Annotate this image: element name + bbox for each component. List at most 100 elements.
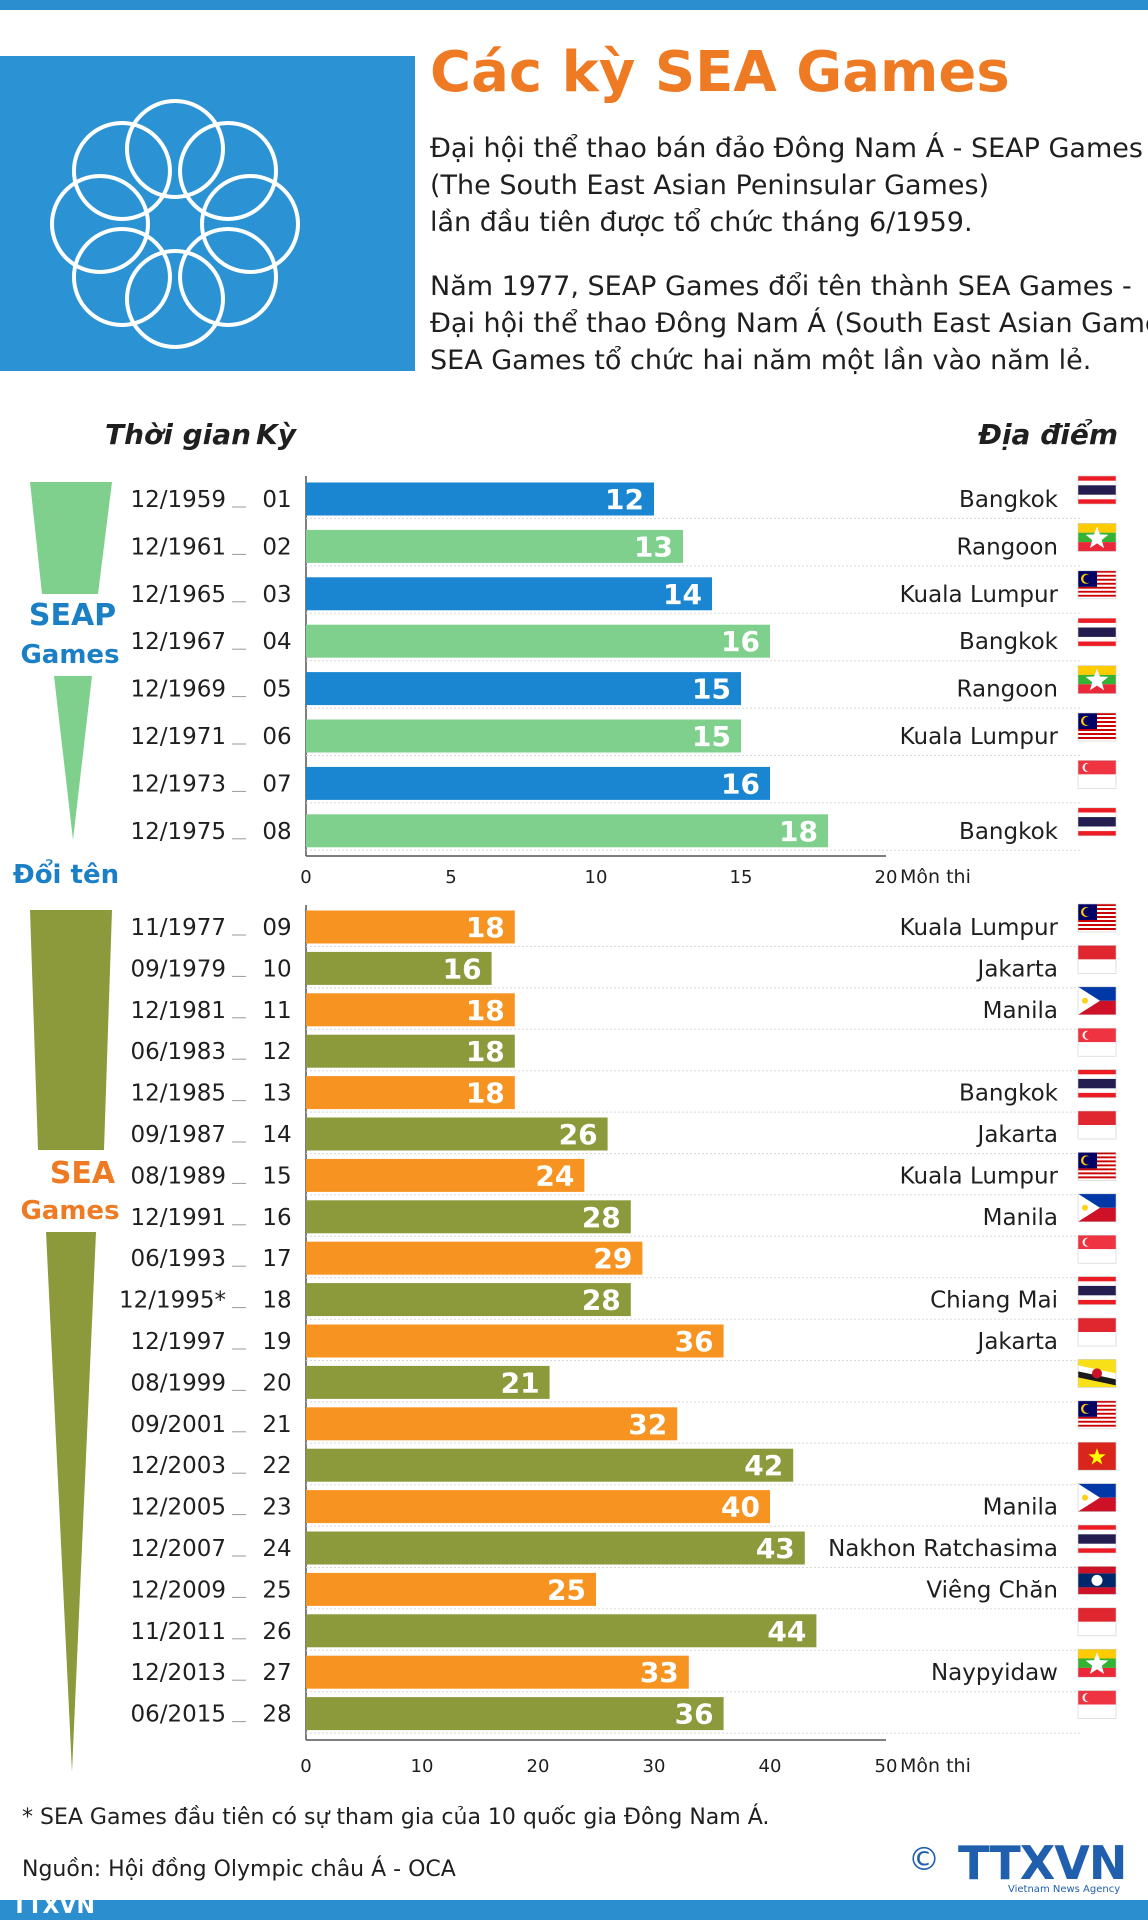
ttxvn-logo: TTXVN	[958, 1836, 1127, 1890]
malaysia-flag-icon	[1077, 570, 1117, 600]
date-label: 12/2005	[130, 1495, 226, 1521]
x-tick-label: 10	[585, 867, 608, 888]
bar	[306, 529, 683, 563]
bar	[306, 672, 741, 706]
edition-label: 16	[262, 1205, 291, 1231]
logo-ring	[200, 174, 300, 274]
philippines-flag-icon	[1077, 986, 1117, 1016]
laos-flag-icon	[1077, 1566, 1117, 1595]
seap-funnel-top	[30, 482, 112, 594]
malaysia-flag-icon	[1077, 903, 1117, 933]
date-label: 12/1985	[130, 1081, 226, 1107]
page-title: Các kỳ SEA Games	[430, 40, 1010, 105]
logo-ring	[178, 120, 279, 221]
bar	[306, 1572, 596, 1606]
bar	[306, 482, 654, 516]
thailand-flag-icon	[1077, 475, 1117, 505]
bar-value-label: 16	[721, 625, 760, 658]
sea-funnel-bottom	[46, 1232, 96, 1772]
bar-value-label: 43	[756, 1532, 795, 1565]
bar-value-label: 18	[466, 994, 505, 1027]
bar-value-label: 25	[547, 1573, 586, 1606]
malaysia-flag-icon	[1077, 1400, 1117, 1430]
bar	[306, 577, 712, 611]
copyright-icon: ©	[908, 1840, 940, 1878]
bar	[306, 910, 515, 944]
bar-value-label: 18	[466, 911, 505, 944]
date-label: 12/1991	[130, 1205, 226, 1231]
singapore-flag-icon	[1077, 1234, 1117, 1264]
edition-label: 10	[262, 956, 291, 982]
date-label: 12/2003	[130, 1453, 226, 1479]
singapore-flag-icon	[1077, 1027, 1117, 1057]
bar	[306, 1200, 631, 1234]
malaysia-flag-icon	[1077, 1152, 1117, 1181]
bar-value-label: 32	[628, 1408, 667, 1441]
intro-paragraph-1: Đại hội thể thao bán đảo Đông Nam Á - SE…	[430, 130, 1143, 241]
venue-label: Bangkok	[959, 819, 1059, 845]
singapore-flag-icon	[1077, 1690, 1117, 1719]
bottom-brand-mark: TTXVN	[12, 1894, 95, 1919]
bar-value-label: 18	[466, 1035, 505, 1068]
date-label: 12/1967	[130, 629, 226, 655]
venue-label: Jakarta	[976, 1122, 1058, 1148]
bar-value-label: 14	[663, 578, 702, 611]
edition-label: 20	[262, 1370, 291, 1396]
logo-ring	[71, 227, 172, 328]
logo-ring	[125, 99, 225, 199]
venue-label: Manila	[983, 1205, 1058, 1231]
thailand-flag-icon	[1077, 617, 1117, 647]
bar	[306, 993, 515, 1027]
bar	[306, 1076, 515, 1110]
edition-label: 11	[262, 998, 291, 1024]
footnote: * SEA Games đầu tiên có sự tham gia của …	[22, 1805, 770, 1830]
edition-label: 27	[262, 1660, 291, 1686]
venue-label: Jakarta	[976, 956, 1058, 982]
ttxvn-logo-subtitle: Vietnam News Agency	[1008, 1884, 1121, 1895]
bar	[306, 1117, 608, 1151]
date-label: 12/1981	[130, 998, 226, 1024]
edition-label: 13	[262, 1081, 291, 1107]
bar	[306, 951, 492, 985]
logo-ring	[125, 249, 225, 349]
philippines-flag-icon	[1077, 1483, 1117, 1512]
date-label: 06/1993	[130, 1246, 226, 1272]
bar-value-label: 16	[721, 767, 760, 800]
edition-label: 17	[262, 1246, 291, 1272]
edition-label: 08	[262, 819, 291, 845]
x-tick-label: 10	[411, 1756, 434, 1777]
x-tick-label: 0	[300, 867, 311, 888]
date-label: 12/1961	[130, 534, 226, 560]
bar	[306, 1283, 631, 1317]
date-label: 11/1977	[130, 915, 226, 941]
bar	[306, 1697, 724, 1731]
intro-line: lần đầu tiên được tổ chức tháng 6/1959.	[430, 207, 973, 238]
bar-value-label: 44	[767, 1615, 806, 1648]
myanmar-flag-icon	[1077, 523, 1117, 552]
bar	[306, 719, 741, 753]
venue-label: Kuala Lumpur	[900, 724, 1059, 750]
rename-label: Đổi tên	[12, 860, 120, 890]
bar-value-label: 13	[634, 530, 673, 563]
date-label: 09/1979	[130, 956, 226, 982]
date-label: 12/2007	[130, 1536, 226, 1562]
bar	[306, 1241, 643, 1275]
edition-label: 21	[262, 1412, 291, 1438]
edition-label: 04	[262, 629, 291, 655]
date-label: 12/1973	[130, 771, 226, 797]
thailand-flag-icon	[1077, 807, 1117, 837]
seap-games-label: Games	[20, 640, 120, 670]
x-tick-label: 50	[875, 1756, 898, 1777]
edition-label: 05	[262, 677, 291, 703]
bar	[306, 1490, 770, 1524]
bar	[306, 766, 770, 800]
venue-label: Naypyidaw	[931, 1660, 1058, 1686]
bar-value-label: 36	[675, 1325, 714, 1358]
indonesia-flag-icon	[1077, 945, 1117, 974]
bar-value-label: 36	[675, 1698, 714, 1731]
venue-label: Kuala Lumpur	[900, 1163, 1059, 1189]
x-axis-unit-label: Môn thi	[900, 866, 971, 888]
edition-label: 12	[262, 1039, 291, 1065]
venue-label: Rangoon	[957, 677, 1058, 703]
